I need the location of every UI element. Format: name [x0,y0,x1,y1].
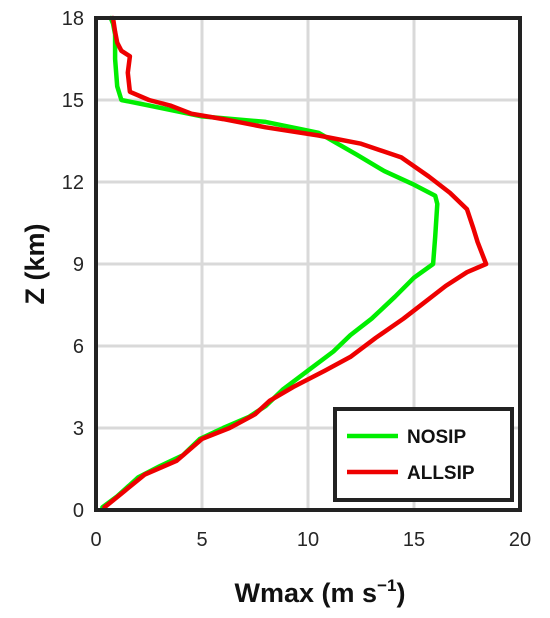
plot-frame [94,16,522,512]
x-axis-label: Wmax (m s−1) [235,576,406,608]
y-tick-label: 6 [73,336,84,358]
series-lines [100,15,489,510]
x-tick-label: 10 [297,529,319,551]
x-tick-label: 0 [90,529,101,551]
x-axis-label-superscript: −1 [377,576,396,595]
y-tick-label: 3 [73,418,84,440]
legend-box [333,407,514,502]
y-tick-label: 0 [73,500,84,522]
y-tick-label: 9 [73,254,84,276]
tick-labels: 0 5 10 15 20 0 3 6 9 12 15 18 [62,8,531,551]
legend: NOSIP ALLSIP [333,407,514,502]
x-tick-label: 20 [509,529,531,551]
y-tick-label: 12 [62,172,84,194]
y-tick-label: 15 [62,90,84,112]
y-axis-label: Z (km) [20,224,50,305]
x-tick-label: 5 [196,529,207,551]
series-line-allsip [102,15,489,510]
y-tick-label: 18 [62,8,84,30]
legend-label-nosip: NOSIP [407,427,466,448]
x-tick-label: 15 [403,529,425,551]
legend-label-allsip: ALLSIP [407,463,475,484]
